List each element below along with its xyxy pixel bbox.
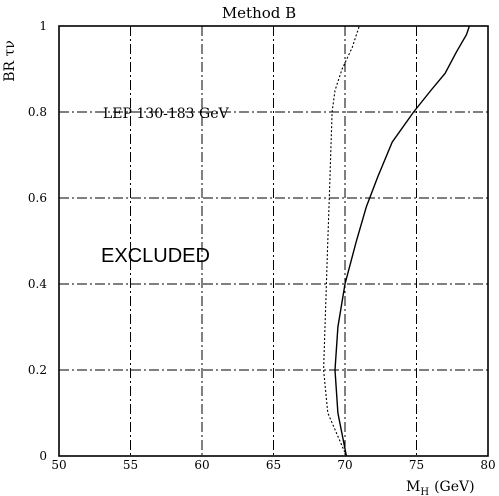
x-tick-labels: 50 55 60 65 70 75 80 bbox=[51, 458, 495, 472]
x-axis-label-unit: (GeV) bbox=[434, 479, 475, 495]
annotation-excluded: EXCLUDED bbox=[101, 245, 210, 267]
y-tick-label: 1 bbox=[39, 19, 47, 33]
x-axis-label: MH (GeV) bbox=[406, 479, 475, 496]
annotation-lep: LEP 130-183 GeV bbox=[103, 106, 229, 122]
grid bbox=[59, 26, 488, 456]
x-tick-label: 60 bbox=[194, 458, 209, 472]
y-tick-label: 0.8 bbox=[28, 105, 47, 119]
x-tick-label: 70 bbox=[337, 458, 352, 472]
y-tick-label: 0.4 bbox=[28, 277, 47, 291]
x-axis-label-main: M bbox=[406, 479, 420, 495]
x-axis-label-subscript: H bbox=[420, 487, 429, 496]
data-lines bbox=[323, 25, 471, 457]
y-tick-label: 0.2 bbox=[28, 363, 47, 377]
y-tick-label: 0 bbox=[39, 449, 47, 463]
y-tick-labels: 0 0.2 0.4 0.6 0.8 1 bbox=[28, 19, 47, 463]
y-tick-label: 0.6 bbox=[28, 191, 47, 205]
x-tick-label: 75 bbox=[409, 458, 424, 472]
x-tick-label: 80 bbox=[480, 458, 495, 472]
chart-title: Method B bbox=[222, 4, 296, 22]
x-tick-label: 55 bbox=[123, 458, 138, 472]
dotted-curve bbox=[323, 25, 360, 457]
solid-curve bbox=[334, 25, 471, 457]
x-tick-label: 50 bbox=[51, 458, 66, 472]
y-axis-label: BR τν bbox=[2, 40, 18, 82]
x-tick-label: 65 bbox=[266, 458, 281, 472]
